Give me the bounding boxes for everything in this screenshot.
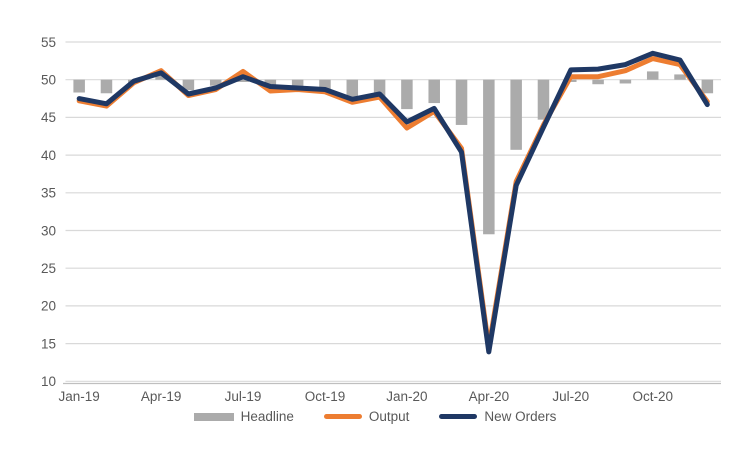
headline-bar	[155, 74, 167, 80]
headline-bar	[264, 79, 277, 85]
y-axis-label: 35	[41, 186, 56, 201]
headline-bar	[701, 79, 714, 94]
y-axis-label: 30	[41, 223, 56, 238]
headline-bar	[237, 79, 249, 82]
x-axis-label: Jul-20	[552, 389, 589, 404]
headline-bar-swatch	[193, 412, 234, 421]
y-axis-label: 15	[41, 336, 56, 351]
legend-item-new-orders: New Orders	[439, 409, 556, 424]
x-axis-label: Apr-20	[469, 389, 510, 404]
chart-legend: Headline Output New Orders	[0, 409, 750, 424]
headline-bar	[319, 79, 331, 93]
legend-item-headline: Headline	[193, 409, 294, 424]
headline-bar	[373, 79, 386, 99]
headline-bar	[592, 79, 604, 85]
y-axis-label: 10	[41, 374, 56, 389]
y-axis-label: 45	[41, 110, 56, 125]
headline-bar	[455, 79, 468, 125]
headline-bar	[182, 79, 195, 91]
headline-bar	[537, 79, 550, 120]
headline-bar	[209, 79, 222, 86]
y-axis-label: 40	[41, 148, 56, 163]
headline-bar	[73, 79, 85, 93]
new-orders-line-swatch	[439, 414, 478, 419]
new-orders-line	[76, 50, 710, 355]
x-axis-label: Oct-20	[632, 389, 673, 404]
y-axis-label: 20	[41, 299, 56, 314]
legend-item-output: Output	[323, 409, 410, 424]
output-line-swatch	[323, 414, 362, 419]
headline-bar	[100, 79, 113, 94]
legend-label-headline: Headline	[240, 409, 294, 424]
headline-bar	[401, 79, 413, 110]
headline-bar	[674, 74, 686, 80]
headline-bar	[619, 79, 632, 84]
x-axis-label: Jan-20	[386, 389, 427, 404]
headline-bar	[346, 79, 359, 101]
y-axis-label: 25	[41, 261, 56, 276]
legend-label-output: Output	[368, 409, 410, 424]
legend-label-new-orders: New Orders	[484, 409, 557, 424]
headline-bar	[646, 71, 659, 80]
headline-bar	[291, 79, 304, 89]
headline-bar	[483, 79, 495, 235]
output-line	[76, 56, 710, 350]
headline-bar	[510, 79, 522, 150]
x-axis-label: Jul-19	[225, 389, 262, 404]
x-axis-label: Jan-19	[59, 389, 100, 404]
x-axis-label: Oct-19	[305, 389, 346, 404]
y-axis-label: 55	[41, 35, 56, 50]
headline-bar	[428, 79, 440, 104]
y-axis-label: 50	[41, 73, 56, 88]
x-axis-label: Apr-19	[141, 389, 182, 404]
